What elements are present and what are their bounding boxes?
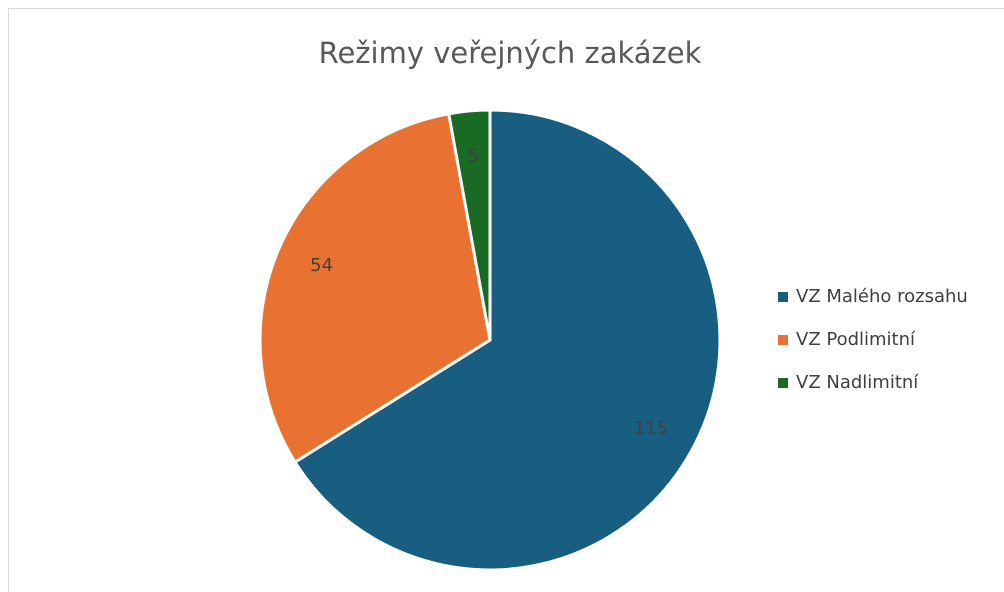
pie-slice — [446, 108, 492, 341]
legend-label: VZ Podlimitní — [796, 329, 916, 350]
data-label: 115 — [634, 418, 668, 439]
legend-swatch — [778, 335, 788, 345]
pie-slice — [258, 111, 492, 465]
chart-title: Režimy veřejných zakázek — [319, 36, 702, 70]
legend-swatch — [778, 292, 788, 302]
data-label: 5 — [468, 146, 479, 167]
data-label: 54 — [310, 255, 333, 276]
legend-label: VZ Nadlimitní — [796, 372, 919, 393]
legend-swatch — [778, 378, 788, 388]
legend-label: VZ Malého rozsahu — [796, 286, 968, 307]
pie-slice — [293, 108, 722, 572]
